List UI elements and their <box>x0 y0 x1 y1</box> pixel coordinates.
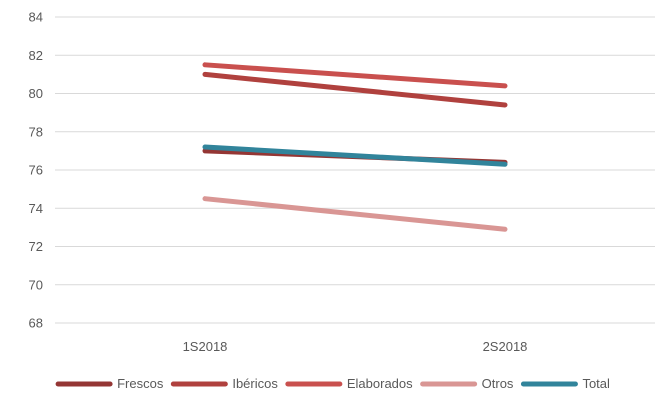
series-lines <box>202 62 508 232</box>
legend-label: Frescos <box>117 376 164 391</box>
y-tick-label-84: 84 <box>29 10 43 25</box>
gridlines <box>55 16 655 324</box>
legend-label: Otros <box>482 376 514 391</box>
y-tick-label-82: 82 <box>29 48 43 63</box>
series-line-otros <box>202 196 508 232</box>
y-tick-label-72: 72 <box>29 239 43 254</box>
legend-item-elaborados: Elaborados <box>285 376 413 391</box>
y-tick-label-78: 78 <box>29 124 43 139</box>
x-tick-label-2S2018: 2S2018 <box>483 339 528 354</box>
series-line-total <box>202 144 508 167</box>
legend-item-frescos: Frescos <box>55 376 164 391</box>
y-tick-label-68: 68 <box>29 316 43 331</box>
y-tick-label-70: 70 <box>29 277 43 292</box>
y-tick-label-76: 76 <box>29 163 43 178</box>
y-tick-label-74: 74 <box>29 201 43 216</box>
series-line-ibéricos <box>202 71 508 108</box>
legend: Frescos Ibéricos Elaborados Otros Total <box>55 376 610 391</box>
x-axis: 1S2018 2S2018 <box>183 339 528 354</box>
y-tick-label-80: 80 <box>29 86 43 101</box>
legend-item-ibéricos: Ibéricos <box>170 376 278 391</box>
legend-label: Total <box>582 376 610 391</box>
legend-label: Ibéricos <box>232 376 278 391</box>
legend-label: Elaborados <box>347 376 413 391</box>
legend-item-total: Total <box>520 376 610 391</box>
y-axis: 68 70 72 74 76 78 80 82 84 <box>29 10 43 331</box>
x-tick-label-1S2018: 1S2018 <box>183 339 228 354</box>
series-line-elaborados <box>202 62 508 89</box>
legend-item-otros: Otros <box>420 376 514 391</box>
